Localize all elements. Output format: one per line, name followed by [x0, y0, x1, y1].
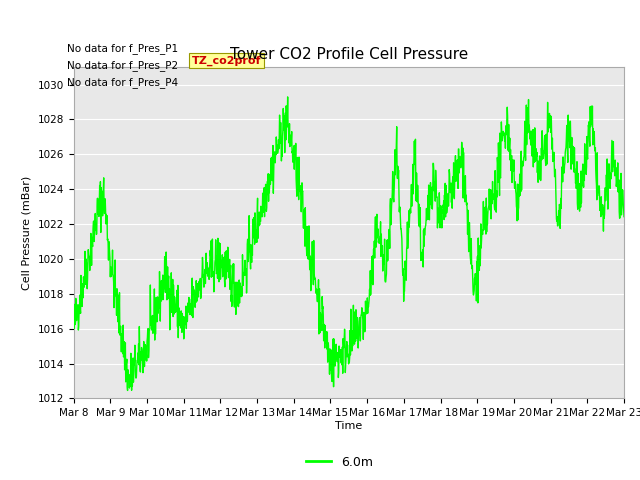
- Text: No data for f_Pres_P1: No data for f_Pres_P1: [67, 43, 179, 54]
- X-axis label: Time: Time: [335, 421, 362, 431]
- Y-axis label: Cell Pressure (mBar): Cell Pressure (mBar): [22, 176, 32, 290]
- Text: No data for f_Pres_P2: No data for f_Pres_P2: [67, 60, 179, 71]
- Text: TZ_co2prof: TZ_co2prof: [192, 55, 261, 66]
- Text: No data for f_Pres_P4: No data for f_Pres_P4: [67, 77, 179, 88]
- Legend: 6.0m: 6.0m: [301, 451, 378, 474]
- Title: Tower CO2 Profile Cell Pressure: Tower CO2 Profile Cell Pressure: [230, 47, 468, 62]
